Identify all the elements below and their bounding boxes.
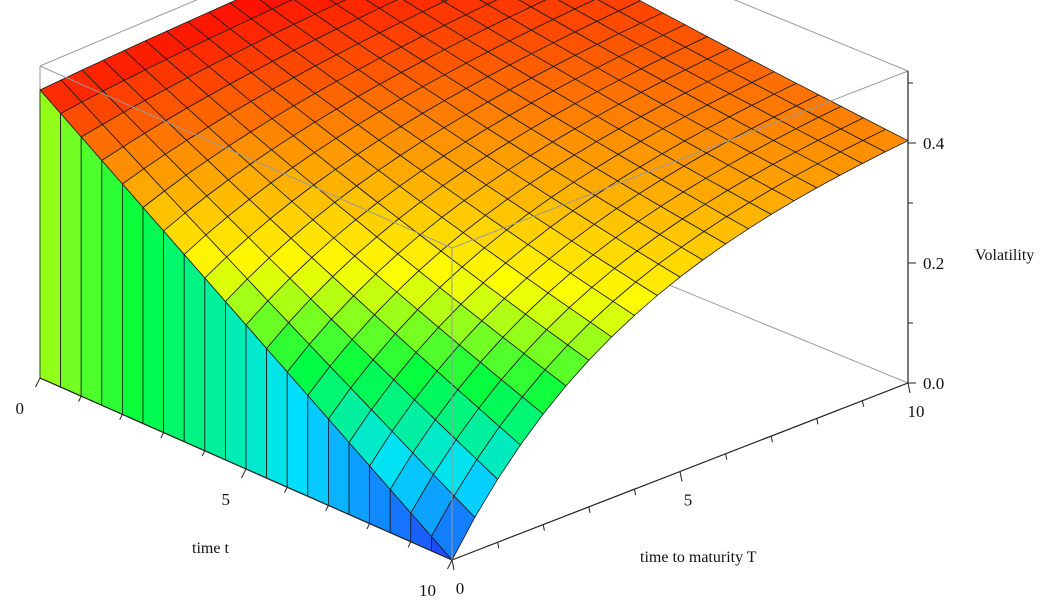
z-axis-tick-label: 0.4 <box>923 134 945 153</box>
T-axis-tick <box>542 524 545 531</box>
t-axis-tick <box>241 468 247 479</box>
T-axis-tick <box>588 506 591 513</box>
t-axis-tick <box>325 505 329 512</box>
surface-wall-patch <box>39 89 61 388</box>
t-axis-tick-label: 10 <box>419 581 436 600</box>
t-axis-tick <box>407 541 412 548</box>
t-axis-tick <box>35 377 41 388</box>
t-axis-tick-label: 0 <box>16 399 25 418</box>
T-axis-tick <box>451 559 455 571</box>
surface-wall-patch <box>266 348 288 488</box>
surface-wall-patch <box>101 160 123 415</box>
surface-wall-patch <box>142 207 165 434</box>
T-axis-tick-label: 5 <box>684 491 693 510</box>
T-axis-tick <box>725 453 728 460</box>
T-axis-tick <box>907 382 911 394</box>
z-axis-label: Volatility <box>975 247 1034 264</box>
surface-wall-patch <box>183 254 206 452</box>
t-axis-tick <box>201 450 206 457</box>
t-axis-tick <box>366 523 371 530</box>
t-axis-tick-label: 5 <box>222 490 231 509</box>
box-edge <box>733 0 909 72</box>
volatility-surface <box>39 0 909 561</box>
box-edge-front <box>451 70 909 249</box>
box-edge-front <box>39 65 453 249</box>
T-axis-tick <box>679 471 683 482</box>
z-axis-tick-label: 0.2 <box>923 254 944 273</box>
T-axis-tick <box>497 542 500 549</box>
z-axis-tick-label: 0.0 <box>923 374 944 393</box>
t-axis-label: time t <box>192 540 229 557</box>
T-axis-tick <box>816 418 819 425</box>
t-axis-tick <box>160 432 165 439</box>
t-axis-tick <box>447 559 453 570</box>
surface-wall-patch <box>224 301 247 470</box>
t-axis-tick <box>119 414 123 421</box>
T-axis-tick-label: 0 <box>456 579 465 598</box>
surface-wall-patch <box>60 113 82 397</box>
surface-wall-patch <box>80 136 103 406</box>
t-axis-tick <box>78 395 82 402</box>
surface-wall-patch <box>122 183 144 424</box>
t-axis-tick <box>284 486 288 493</box>
surface-wall-patch <box>245 324 268 479</box>
box-edge <box>39 0 198 67</box>
axes: 0 5 10 0 5 10 0.0 0.2 0.4 <box>16 82 945 600</box>
T-axis-tick <box>861 400 865 407</box>
T-axis-tick <box>770 436 773 443</box>
T-axis-label: time to maturity T <box>640 549 757 566</box>
surface-patch <box>329 0 347 5</box>
axis-labels: time t time to maturity T Volatility <box>192 247 1034 566</box>
surface-wall-patch <box>163 230 185 443</box>
T-axis-tick-label: 10 <box>908 402 925 421</box>
T-axis-tick <box>633 489 637 496</box>
surface-wall-patch <box>204 277 226 461</box>
